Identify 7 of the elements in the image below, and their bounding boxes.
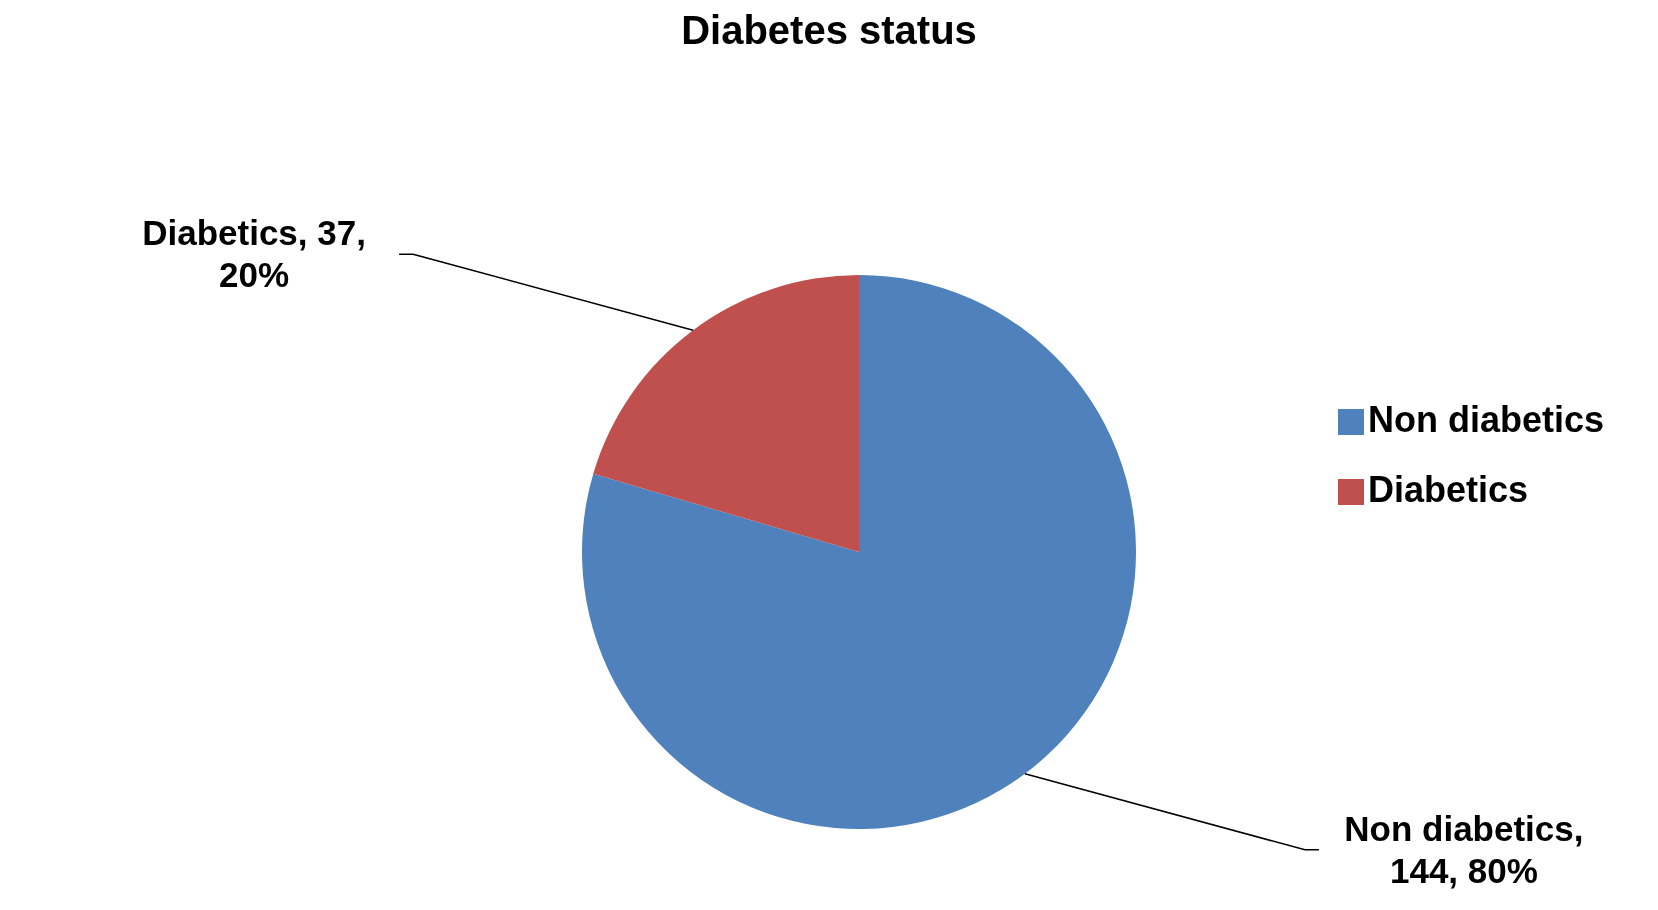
pie-slice [582,275,1136,829]
data-label: Non diabetics, 144, 80% [1344,809,1584,891]
legend-label: Non diabetics [1368,399,1605,440]
pie-slice [593,275,859,552]
chart-title: Diabetes status [680,8,978,53]
legend-label: Diabetics [1368,469,1529,510]
data-label: Diabetics, 37, 20% [142,213,366,295]
